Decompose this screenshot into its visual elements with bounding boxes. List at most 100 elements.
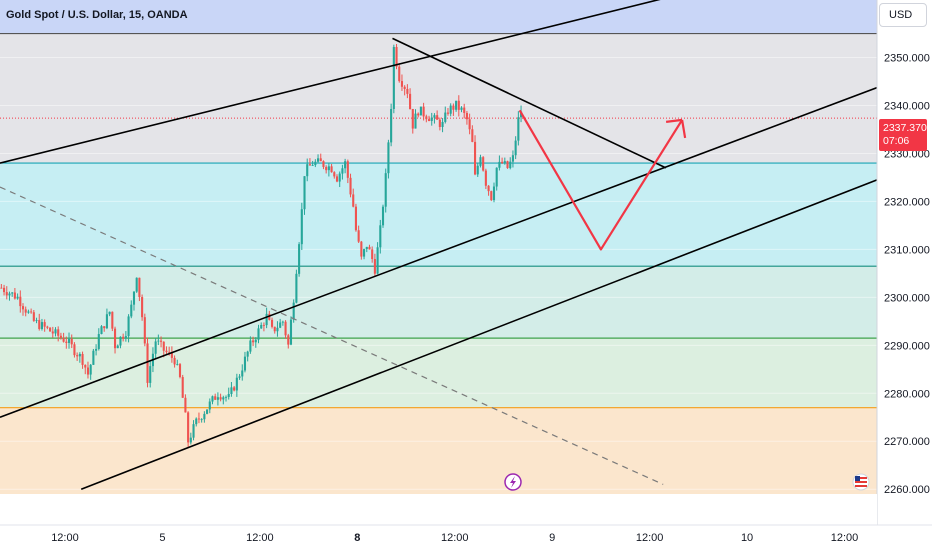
candle — [452, 105, 455, 110]
candle — [54, 329, 57, 334]
candle — [146, 343, 149, 383]
candle — [103, 326, 106, 329]
time-axis[interactable] — [0, 494, 877, 550]
candle — [192, 424, 195, 438]
candle — [425, 116, 428, 120]
trendline-channel-mid[interactable] — [0, 82, 893, 419]
candle — [265, 313, 268, 326]
price-zone — [0, 0, 877, 34]
candle — [379, 225, 382, 248]
candle — [449, 105, 452, 114]
candle — [241, 370, 244, 377]
candle — [498, 161, 501, 168]
candle — [168, 351, 171, 353]
candle — [384, 173, 387, 207]
candle — [176, 364, 179, 365]
candle — [298, 244, 301, 274]
candle — [300, 209, 303, 245]
candle — [322, 161, 325, 167]
candle — [35, 320, 38, 321]
candle — [92, 350, 95, 365]
candle — [482, 157, 485, 171]
candle — [514, 140, 517, 156]
trendline-channel-low[interactable] — [80, 163, 920, 490]
candle — [387, 142, 390, 174]
candle — [376, 247, 379, 274]
candle — [468, 119, 471, 130]
candle — [105, 314, 108, 329]
currency-selector[interactable]: USD — [879, 3, 927, 27]
candle — [243, 356, 247, 371]
candle — [86, 367, 90, 375]
candle — [138, 277, 141, 298]
candle — [116, 345, 119, 349]
candle — [32, 312, 35, 321]
candle — [19, 296, 22, 307]
y-tick-label: 2330.000 — [884, 148, 930, 160]
candle — [249, 340, 252, 352]
candle — [13, 292, 16, 299]
price-axis[interactable] — [877, 0, 932, 550]
candle — [11, 292, 14, 294]
candle — [227, 393, 230, 397]
x-tick-label: 12:00 — [246, 532, 274, 544]
candle — [119, 336, 122, 346]
candle — [97, 334, 100, 349]
last-price-value: 2337.370 — [883, 122, 927, 134]
candle — [260, 324, 263, 329]
candle — [319, 158, 322, 162]
candle — [122, 336, 125, 339]
candle — [130, 304, 133, 317]
candle — [492, 186, 496, 201]
candle — [338, 173, 341, 182]
y-tick-label: 2280.000 — [884, 388, 930, 400]
candle — [219, 397, 222, 400]
candle — [8, 293, 11, 296]
candle — [59, 335, 62, 338]
candle — [214, 396, 217, 400]
candle — [81, 354, 84, 365]
candle — [373, 259, 376, 274]
y-tick-label: 2350.000 — [884, 53, 930, 65]
candle — [349, 177, 352, 195]
candle — [279, 322, 282, 328]
candle — [187, 412, 190, 443]
y-tick-label: 2270.000 — [884, 436, 930, 448]
candle — [471, 129, 474, 142]
candle — [173, 357, 176, 365]
y-tick-label: 2320.000 — [884, 196, 930, 208]
candle — [254, 339, 257, 343]
candle — [111, 311, 114, 329]
price-zone — [0, 33, 877, 164]
candle — [84, 364, 87, 368]
candle — [463, 107, 466, 113]
x-tick-label: 9 — [549, 532, 555, 544]
candle — [371, 249, 374, 260]
candle — [422, 106, 425, 117]
candle — [333, 172, 336, 177]
trendline-down-trend[interactable] — [392, 37, 667, 169]
candle — [436, 115, 439, 120]
trendline-channel-top[interactable] — [0, 0, 677, 164]
candle — [143, 317, 146, 344]
candle — [162, 341, 165, 351]
trendline-dashed-trend[interactable] — [0, 186, 664, 485]
candle — [257, 328, 260, 340]
candle — [160, 340, 163, 342]
candle — [295, 273, 298, 303]
bar-countdown: 07:06 — [883, 135, 910, 147]
candle — [149, 366, 152, 383]
candle — [360, 241, 363, 257]
candle — [270, 319, 274, 327]
candle — [89, 364, 92, 375]
projection-path[interactable] — [518, 109, 684, 251]
candle — [311, 165, 314, 166]
candle — [189, 437, 192, 443]
candle — [135, 277, 138, 292]
candle — [238, 376, 241, 378]
candle — [406, 88, 409, 94]
candle — [197, 418, 201, 420]
candle — [273, 326, 276, 332]
candle — [200, 419, 203, 421]
